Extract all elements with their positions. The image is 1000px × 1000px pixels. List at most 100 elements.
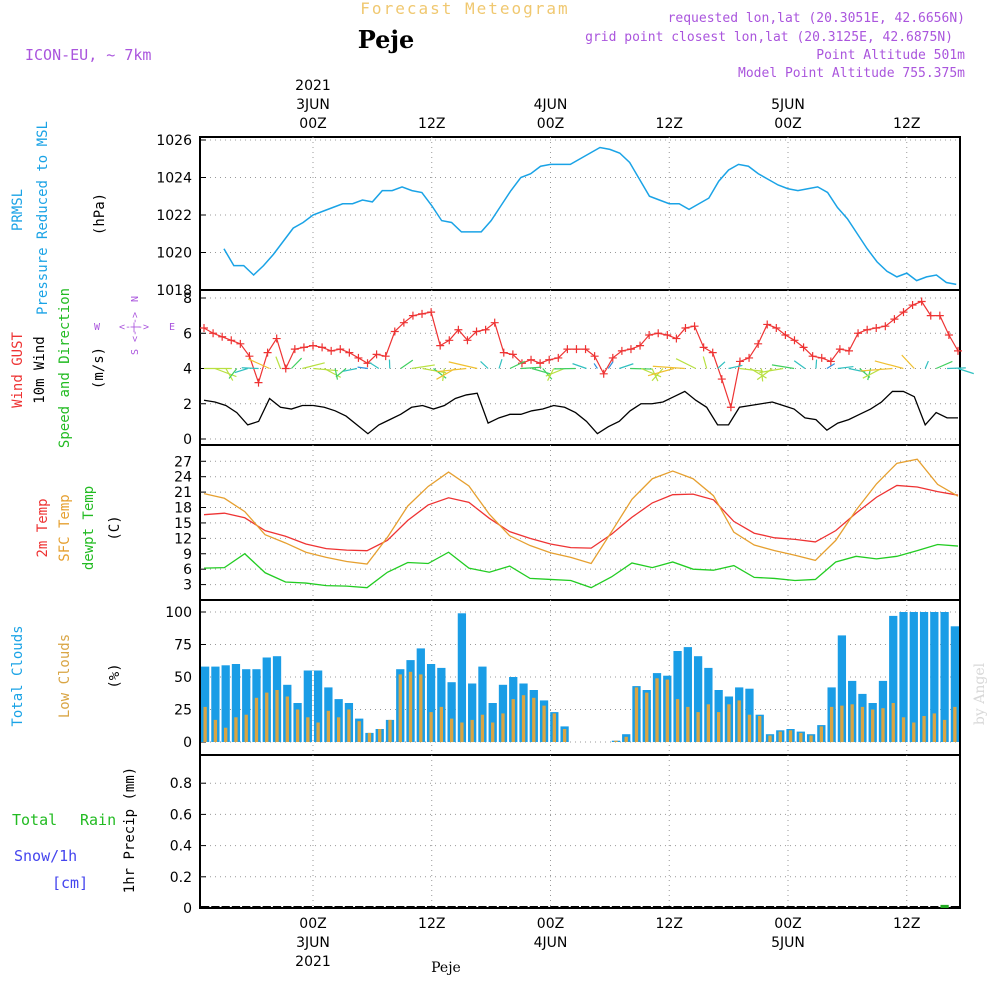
y-tick-label: 25 [174,703,192,719]
low-cloud-bar [809,735,813,742]
low-cloud-bar [942,719,947,742]
wind-arrow [675,358,697,370]
compass-w: W [94,322,101,333]
precip-bar [355,906,364,908]
precip-bar [601,906,610,908]
gust-marker [381,352,390,361]
requested-coords: requested lon,lat (20.3051E, 42.6656N) [668,11,965,26]
precip-bar [642,906,651,908]
low-cloud-bar [562,729,567,742]
wind-arrow [702,356,708,369]
gust-marker [699,343,708,352]
gust-marker [236,339,245,348]
low-cloud-bar [645,692,649,742]
low-cloud-bar [306,717,310,742]
low-cloud-bar [922,716,926,742]
top-time-label: 00Z [537,116,564,132]
wind-direction-label: Speed and Direction [57,288,73,448]
low-cloud-bar [901,717,906,742]
gust-marker [490,318,499,327]
low-cloud-bar [850,704,854,742]
bottom-time-label: 12Z [893,916,920,932]
wind-arrow [531,367,552,375]
low-cloud-bar [244,714,248,742]
wind-arrow [837,365,854,370]
low-cloud-bar [480,714,485,742]
precip-bar [509,906,518,908]
precip-bar [468,906,477,908]
precip-bar [457,906,467,908]
total-cloud-bar [683,647,692,742]
precip-bar [950,906,959,908]
precip-bar [899,906,908,908]
low-cloud-bar [336,717,341,742]
wind-arrow [335,368,347,378]
gust-marker [854,329,863,338]
bottom-time-label: 12Z [656,916,683,932]
low-cloud-bar [768,735,772,742]
precip-bar [652,906,662,908]
low-cloud-bar [254,697,259,742]
watermark: by Angel [972,662,988,725]
gust-marker [463,336,472,345]
wind-arrow [302,362,325,370]
pressure-frame [199,136,961,291]
gust-marker [708,348,717,357]
gust-marker [345,348,354,357]
wind-arrow [436,367,467,373]
gust-marker [299,343,308,352]
temp-dewpt-label: dewpt Temp [81,486,97,570]
low-cloud-bar [213,719,218,742]
wind-arrow [815,359,818,369]
pressure-unit: (hPa) [92,193,108,235]
low-cloud-bar [706,704,711,742]
precip-bar [704,906,713,908]
wind-arrow [369,362,380,370]
wind-arrow [225,368,234,381]
gust-marker [690,322,699,331]
wind-arrow [520,366,542,370]
low-cloud-bar [624,736,628,742]
point-altitude: Point Altitude 501m [816,48,965,63]
total-cloud-bar [919,612,929,742]
y-tick-label: 0.8 [170,776,192,792]
wind-arrow [433,368,447,379]
low-cloud-bar [367,732,372,742]
total-cloud-bar [447,682,456,742]
wind-arrow [760,368,764,382]
top-time-label: 00Z [774,116,801,132]
gust-marker [899,308,908,317]
low-cloud-bar [357,721,361,742]
precip-bar [529,906,538,908]
gust-marker [908,301,917,310]
low-cloud-bar [696,712,700,742]
gust-marker [954,346,962,355]
gust-marker [200,323,208,332]
precip-bar [817,906,826,908]
precip-bar [406,906,415,908]
precip-bar [611,906,621,908]
precip-bar [334,906,343,908]
total-cloud-bar [231,664,241,742]
gust-marker [781,331,790,340]
gust-marker [581,345,590,354]
low-cloud-bar [778,731,782,742]
precip-bar [201,906,210,908]
wind-arrow [640,367,662,378]
precip-bar [837,906,847,908]
bottom-time-label: 2021 [295,954,331,970]
gust-marker [436,341,445,350]
low-cloud-bar [819,726,824,742]
gust-marker [654,329,663,338]
gust-marker [917,297,926,306]
gust-marker [209,329,218,338]
top-time-axis: 2021 3JUN 00Z 12Z 4JUN 00Z 12Z 5JUN 00Z 12Z [295,78,920,132]
top-time-label: 12Z [656,116,683,132]
low-cloud-bar [727,704,731,742]
gust-marker [890,315,899,324]
gust-marker [418,309,427,318]
precip-bar [919,906,929,908]
y-tick-label: 1018 [156,283,192,299]
gust-marker [290,345,299,354]
compass-vertical-arrows: <-|-> [130,312,141,342]
